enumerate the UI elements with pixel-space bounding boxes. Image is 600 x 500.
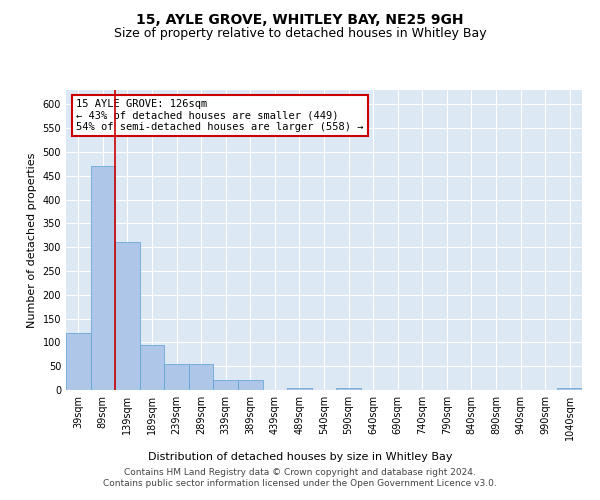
Bar bbox=[189, 364, 214, 390]
Text: 15 AYLE GROVE: 126sqm
← 43% of detached houses are smaller (449)
54% of semi-det: 15 AYLE GROVE: 126sqm ← 43% of detached … bbox=[76, 99, 364, 132]
Bar bbox=[287, 388, 312, 390]
Y-axis label: Number of detached properties: Number of detached properties bbox=[27, 152, 37, 328]
Bar bbox=[66, 333, 91, 390]
Bar bbox=[164, 364, 189, 390]
Bar bbox=[557, 388, 582, 390]
Bar bbox=[91, 166, 115, 390]
Text: Size of property relative to detached houses in Whitley Bay: Size of property relative to detached ho… bbox=[113, 28, 487, 40]
Text: Contains HM Land Registry data © Crown copyright and database right 2024.
Contai: Contains HM Land Registry data © Crown c… bbox=[103, 468, 497, 487]
Text: 15, AYLE GROVE, WHITLEY BAY, NE25 9GH: 15, AYLE GROVE, WHITLEY BAY, NE25 9GH bbox=[136, 12, 464, 26]
Bar bbox=[214, 380, 238, 390]
Bar bbox=[336, 388, 361, 390]
Bar bbox=[140, 345, 164, 390]
Text: Distribution of detached houses by size in Whitley Bay: Distribution of detached houses by size … bbox=[148, 452, 452, 462]
Bar bbox=[115, 242, 140, 390]
Bar bbox=[238, 380, 263, 390]
